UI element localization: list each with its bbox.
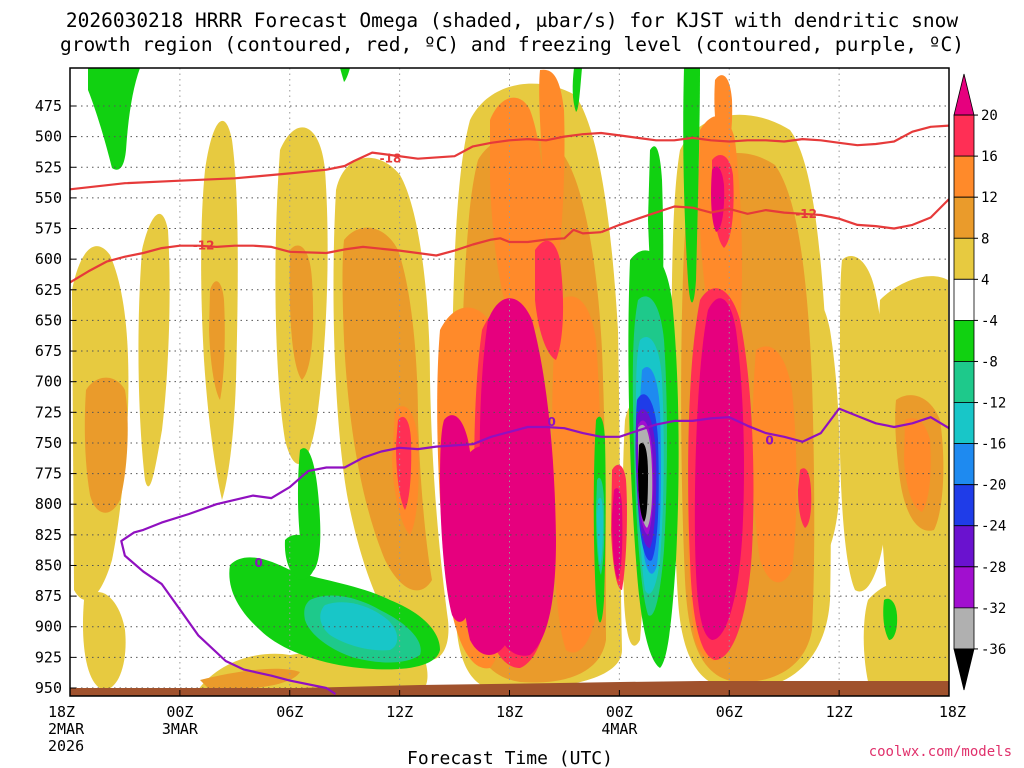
colorbar-label: -20 [981, 478, 1006, 494]
colorbar-band [953, 525, 975, 568]
colorbar-band [953, 648, 975, 691]
dgz-contour-minus12 [70, 228, 602, 284]
x-axis-label: Forecast Time (UTC) [407, 748, 613, 768]
colorbar-label: -4 [981, 313, 998, 329]
x-tick-label: 2026 [48, 737, 84, 755]
colorbar-band [953, 402, 975, 444]
omega-shading [72, 68, 949, 691]
x-tick-label: 3MAR [162, 720, 199, 738]
y-tick-label: 475 [35, 97, 62, 115]
y-tick-label: 500 [35, 128, 62, 146]
colorbar-label: 8 [981, 231, 989, 247]
y-tick-label: 800 [35, 495, 62, 513]
y-tick-label: 600 [35, 250, 62, 268]
plot-area: -18 -12 -12 0 0 0 [70, 68, 949, 696]
chart-title-line-1: 2026030218 HRRR Forecast Omega (shaded, … [66, 9, 958, 32]
colorbar-label: 16 [981, 149, 998, 165]
x-tick-label: 00Z [166, 703, 193, 721]
x-tick-label: 2MAR [48, 720, 85, 738]
colorbar-label: -28 [981, 560, 1006, 576]
colorbar-band [953, 278, 975, 321]
x-tick-label: 4MAR [601, 720, 638, 738]
colorbar-band [953, 607, 975, 650]
chart-title-line-2: growth region (contoured, red, ºC) and f… [60, 33, 964, 56]
y-tick-label: 550 [35, 189, 62, 207]
colorbar-label: -16 [981, 437, 1006, 453]
x-tick-label: 12Z [826, 703, 853, 721]
x-tick-label: 18Z [48, 703, 75, 721]
y-tick-label: 575 [35, 220, 62, 238]
colorbar-label: 4 [981, 272, 989, 288]
freezing-level-contour [120, 407, 949, 696]
x-tick-label: 00Z [606, 703, 633, 721]
colorbar-band [953, 320, 975, 362]
contour-label: 0 [765, 433, 773, 447]
contour-label: 0 [547, 415, 555, 429]
dgz-contour-minus12 [600, 198, 949, 234]
y-tick-label: 700 [35, 373, 62, 391]
y-tick-label: 925 [35, 648, 62, 666]
colorbar: 20 16 12 8 4 -4 -8 -12 -16 -20 -24 -28 -32 -36 [953, 73, 1006, 691]
credit-text: coolwx.com/models [869, 744, 1012, 760]
y-tick-label: 900 [35, 618, 62, 636]
colorbar-label: -32 [981, 601, 1006, 617]
y-tick-label: 775 [35, 465, 62, 483]
y-tick-label: 650 [35, 311, 62, 329]
colorbar-label: -24 [981, 519, 1006, 535]
contour-label: -18 [380, 152, 402, 166]
colorbar-label: 20 [981, 108, 998, 124]
colorbar-band [953, 566, 975, 609]
colorbar-band [953, 73, 975, 116]
colorbar-band [953, 237, 975, 280]
x-tick-label: 12Z [386, 703, 413, 721]
y-tick-label: 525 [35, 158, 62, 176]
y-axis: 475 500 525 550 575 600 625 650 675 700 725 750 775 8… [35, 97, 76, 697]
contour-label: -12 [795, 207, 817, 221]
x-tick-label: 06Z [276, 703, 303, 721]
colorbar-label: -12 [981, 396, 1006, 412]
colorbar-label: -36 [981, 642, 1006, 658]
y-tick-label: 825 [35, 526, 62, 544]
colorbar-band [953, 443, 975, 486]
y-tick-label: 725 [35, 403, 62, 421]
y-tick-label: 750 [35, 434, 62, 452]
y-tick-label: 875 [35, 587, 62, 605]
colorbar-band [953, 155, 975, 198]
x-tick-label: 18Z [496, 703, 523, 721]
y-tick-label: 950 [35, 679, 62, 697]
y-tick-label: 850 [35, 556, 62, 574]
contour-lines: -18 -12 -12 0 0 0 [70, 124, 949, 696]
colorbar-band [953, 361, 975, 403]
x-tick-label: 18Z [939, 703, 966, 721]
colorbar-band [953, 196, 975, 239]
contour-label: 0 [254, 556, 262, 570]
colorbar-band [953, 114, 975, 157]
y-tick-label: 675 [35, 342, 62, 360]
x-tick-label: 06Z [716, 703, 743, 721]
colorbar-label: -8 [981, 354, 998, 370]
contour-label: -12 [193, 239, 215, 253]
colorbar-label: 12 [981, 190, 998, 206]
y-tick-label: 625 [35, 281, 62, 299]
colorbar-band [953, 484, 975, 527]
dgz-contour-minus18 [70, 124, 949, 191]
